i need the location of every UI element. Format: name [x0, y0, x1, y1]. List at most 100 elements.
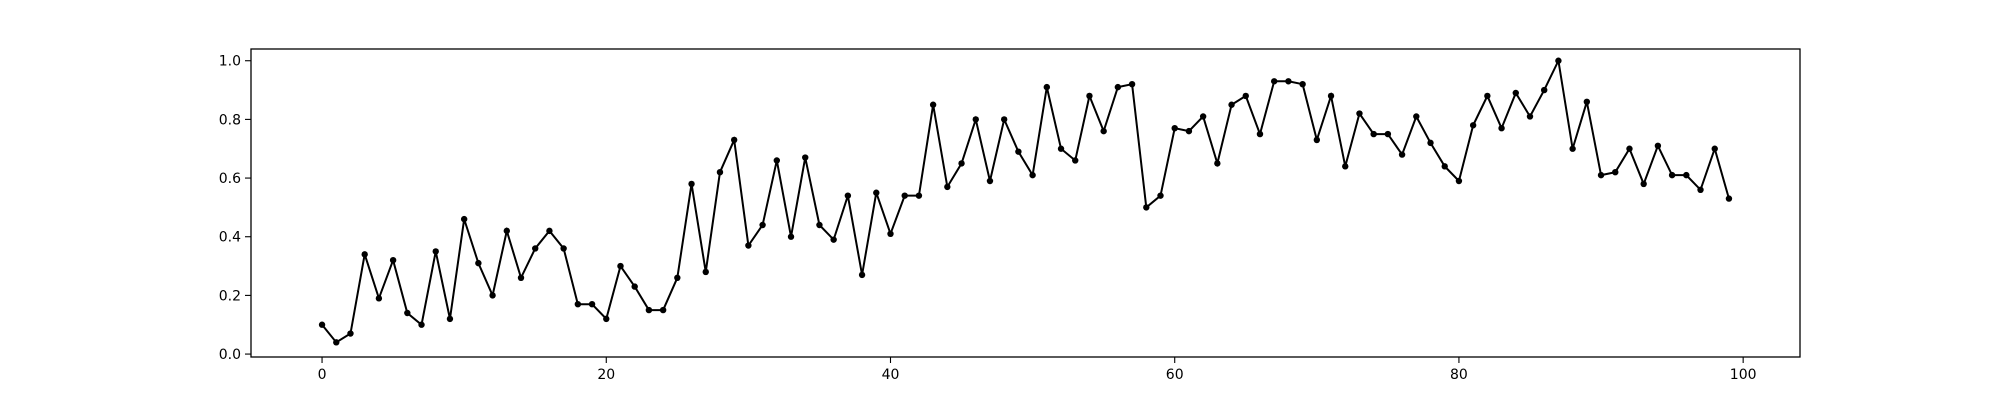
data-point: [1583, 98, 1591, 106]
data-point: [929, 101, 937, 108]
plot-series: [318, 57, 1733, 346]
data-point: [1711, 145, 1718, 152]
data-point: [1668, 171, 1676, 179]
data-point: [375, 295, 383, 302]
data-point: [1015, 148, 1022, 155]
data-point: [1114, 83, 1122, 91]
data-point: [830, 236, 837, 243]
y-tick-label: 0.2: [219, 288, 241, 304]
data-point: [1072, 157, 1079, 164]
data-point: [546, 227, 553, 235]
y-tick-label: 1.0: [219, 54, 241, 70]
data-point: [1413, 113, 1420, 120]
data-point: [432, 248, 439, 255]
plot-frame: [250, 48, 1801, 358]
data-point: [560, 245, 567, 252]
data-point: [958, 160, 965, 167]
data-point: [901, 192, 908, 199]
y-tick-label: 0.0: [219, 347, 241, 363]
data-point: [1029, 171, 1036, 179]
series-line: [321, 57, 1730, 344]
data-point: [475, 259, 482, 267]
data-point: [745, 242, 752, 249]
data-point: [1526, 113, 1534, 120]
data-point: [489, 292, 496, 299]
data-point: [645, 306, 653, 314]
data-point: [1512, 89, 1519, 97]
data-point: [787, 233, 795, 240]
data-point: [1697, 186, 1704, 193]
data-point: [1384, 130, 1392, 138]
data-point: [1725, 195, 1733, 202]
data-point: [631, 283, 638, 290]
data-point: [517, 274, 525, 281]
data-point: [1398, 151, 1406, 158]
data-point: [318, 321, 326, 328]
x-tick-label: 100: [1730, 367, 1757, 383]
data-point: [1683, 171, 1690, 179]
data-point: [688, 180, 695, 188]
data-point: [574, 301, 582, 308]
data-point: [588, 301, 596, 308]
data-point: [1214, 160, 1221, 167]
data-point: [1441, 163, 1448, 170]
data-point: [816, 221, 823, 229]
data-point: [1427, 139, 1434, 147]
y-tick-label: 0.4: [219, 230, 241, 246]
data-point: [1569, 145, 1576, 152]
data-point: [1185, 127, 1193, 135]
data-point: [972, 116, 979, 123]
y-tick-label: 0.6: [219, 171, 241, 187]
data-point: [1100, 127, 1107, 135]
data-point: [1057, 145, 1065, 152]
data-point: [1597, 171, 1605, 179]
data-point: [858, 271, 866, 279]
data-point: [603, 315, 610, 323]
data-point: [333, 339, 340, 346]
data-point: [1043, 83, 1051, 91]
data-point: [1256, 130, 1264, 138]
data-point: [1555, 57, 1562, 64]
data-point: [674, 274, 681, 281]
data-point: [460, 215, 468, 223]
data-point: [873, 189, 880, 196]
data-point: [1484, 92, 1491, 100]
data-point: [404, 309, 411, 317]
data-point: [1612, 169, 1619, 176]
data-point: [773, 157, 781, 164]
data-point: [1498, 125, 1505, 132]
data-point: [1000, 116, 1008, 123]
data-point: [802, 154, 809, 161]
x-axis: 0 20 40 60 80 100: [318, 357, 1757, 383]
data-point: [659, 306, 667, 314]
data-point: [887, 230, 894, 237]
data-point: [1469, 122, 1477, 129]
x-tick-label: 60: [1166, 367, 1184, 383]
data-point: [986, 177, 994, 185]
data-point: [532, 245, 539, 252]
data-point: [730, 136, 738, 144]
data-point: [759, 221, 766, 229]
data-point: [1455, 177, 1463, 185]
data-point: [1199, 113, 1207, 120]
data-point: [1270, 78, 1278, 85]
data-point: [1313, 136, 1321, 144]
data-point: [1356, 110, 1363, 117]
data-point: [1242, 92, 1249, 100]
data-point: [1327, 92, 1335, 100]
y-tick-label: 0.8: [219, 112, 241, 128]
x-tick-label: 40: [882, 367, 900, 383]
data-point: [844, 192, 852, 199]
data-point: [944, 183, 951, 191]
data-point: [1626, 145, 1633, 152]
data-point: [1370, 130, 1377, 138]
data-point: [446, 315, 454, 323]
data-point: [1228, 101, 1235, 108]
data-point: [617, 262, 624, 270]
data-point: [1086, 92, 1093, 100]
data-point: [1342, 163, 1349, 170]
x-tick-label: 0: [318, 367, 327, 383]
data-point: [1171, 125, 1178, 132]
data-point: [1128, 81, 1136, 88]
